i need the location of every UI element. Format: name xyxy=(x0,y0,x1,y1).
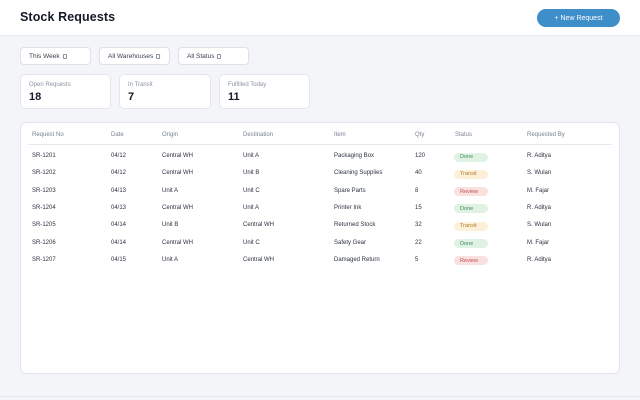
cell-destination: Central WH xyxy=(243,256,275,263)
cell-item: Safety Gear xyxy=(334,239,367,246)
chevron-down-icon xyxy=(217,53,222,59)
header-divider xyxy=(28,144,612,145)
cell-by: M. Fajar xyxy=(527,187,550,194)
cell-date: 04/12 xyxy=(111,153,127,159)
status-badge: Done xyxy=(454,239,488,248)
cell-destination: Unit C xyxy=(243,239,260,246)
cell-destination: Central WH xyxy=(243,222,275,229)
cell-item: Packaging Box xyxy=(334,153,375,159)
column-header[interactable]: Requested By xyxy=(527,132,565,138)
cell-item: Cleaning Supplies xyxy=(334,170,383,177)
cell-id: SR-1205 xyxy=(32,222,56,229)
stat-value: 11 xyxy=(228,91,240,103)
requests-table-card xyxy=(20,122,620,374)
column-header[interactable]: Date xyxy=(111,132,124,138)
status-badge: Transit xyxy=(454,169,488,179)
cell-item: Returned Stock xyxy=(334,222,376,229)
cell-id: SR-1204 xyxy=(32,204,56,211)
stat-value: 18 xyxy=(29,91,42,103)
cell-by: S. Wulan xyxy=(527,222,552,229)
cell-by: R. Aditya xyxy=(527,153,552,159)
cell-item: Printer Ink xyxy=(334,204,362,211)
stat-card-transit: In Transit 7 xyxy=(119,74,211,109)
cell-date: 04/13 xyxy=(111,187,127,194)
cell-id: SR-1201 xyxy=(32,153,56,159)
new-request-button[interactable]: + New Request xyxy=(537,9,620,27)
cell-qty: 22 xyxy=(415,239,422,246)
cell-item: Damaged Return xyxy=(334,256,380,263)
cell-destination: Unit B xyxy=(243,170,260,177)
status-badge: Done xyxy=(454,204,488,214)
stat-value: 7 xyxy=(128,91,135,103)
cell-date: 04/14 xyxy=(111,222,127,229)
cell-qty: 32 xyxy=(415,222,422,229)
week-filter[interactable]: This Week xyxy=(20,47,91,65)
cell-by: R. Aditya xyxy=(527,256,552,263)
cell-item: Spare Parts xyxy=(334,187,366,194)
cell-by: R. Aditya xyxy=(527,204,552,211)
cell-date: 04/15 xyxy=(111,256,127,263)
cell-origin: Central WH xyxy=(162,153,194,159)
cell-id: SR-1202 xyxy=(32,170,56,177)
cell-qty: 8 xyxy=(415,187,419,194)
cell-by: M. Fajar xyxy=(527,239,550,246)
cell-qty: 120 xyxy=(415,153,426,159)
column-header[interactable]: Destination xyxy=(243,132,274,138)
column-header[interactable]: Request No xyxy=(32,132,64,138)
cell-destination: Unit C xyxy=(243,187,260,194)
week-filter-label: This Week xyxy=(29,52,60,60)
stat-label: Open Requests xyxy=(29,82,71,88)
cell-id: SR-1203 xyxy=(32,187,56,194)
cell-qty: 15 xyxy=(415,204,422,211)
cell-by: S. Wulan xyxy=(527,170,552,177)
cell-date: 04/13 xyxy=(111,204,127,211)
stat-label: Fulfilled Today xyxy=(228,82,267,88)
cell-origin: Central WH xyxy=(162,170,194,177)
chevron-down-icon xyxy=(62,53,67,59)
top-header: Stock Requests + New Request xyxy=(0,0,640,36)
column-header[interactable]: Qty xyxy=(415,132,425,138)
status-filter-label: All Status xyxy=(187,52,215,60)
cell-id: SR-1207 xyxy=(32,256,56,263)
footer-divider xyxy=(0,396,640,397)
cell-destination: Unit A xyxy=(243,204,260,211)
stat-card-fulfilled: Fulfilled Today 11 xyxy=(219,74,310,109)
status-badge: Review xyxy=(454,256,488,266)
warehouse-filter-label: All Warehouses xyxy=(108,52,154,60)
column-header[interactable]: Status xyxy=(455,132,473,138)
cell-origin: Unit A xyxy=(162,187,179,194)
cell-origin: Unit A xyxy=(162,256,179,263)
chevron-down-icon xyxy=(156,53,161,59)
cell-origin: Central WH xyxy=(162,204,194,211)
status-badge: Transit xyxy=(454,221,488,231)
status-badge: Done xyxy=(454,152,488,162)
cell-qty: 40 xyxy=(415,170,422,177)
cell-date: 04/14 xyxy=(111,239,127,246)
cell-origin: Central WH xyxy=(162,239,194,246)
cell-date: 04/12 xyxy=(111,170,127,177)
warehouse-filter[interactable]: All Warehouses xyxy=(99,47,170,65)
stat-card-open: Open Requests 18 xyxy=(20,74,111,109)
cell-qty: 5 xyxy=(415,256,419,263)
stat-label: In Transit xyxy=(128,82,153,88)
column-header[interactable]: Origin xyxy=(162,132,179,138)
column-header[interactable]: Item xyxy=(334,132,346,138)
cell-destination: Unit A xyxy=(243,153,260,159)
cell-id: SR-1206 xyxy=(32,239,56,246)
status-filter[interactable]: All Status xyxy=(178,47,249,65)
cell-origin: Unit B xyxy=(162,222,179,229)
page-title: Stock Requests xyxy=(20,10,116,24)
status-badge: Review xyxy=(454,187,488,197)
